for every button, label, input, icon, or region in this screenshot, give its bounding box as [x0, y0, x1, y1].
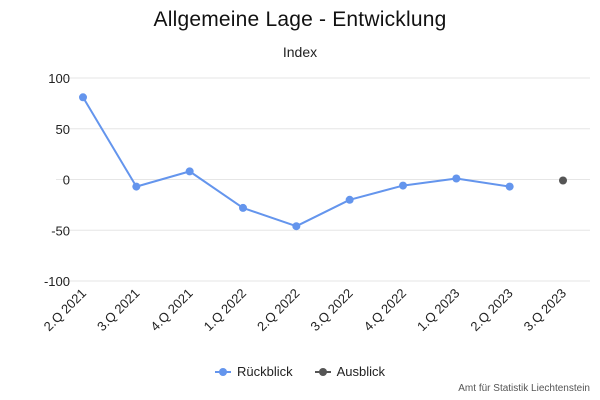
legend-item-ausblick[interactable]: Ausblick [314, 364, 386, 379]
data-point[interactable] [239, 203, 247, 212]
x-tick-label: 2.Q 2023 [467, 286, 515, 334]
legend: Rückblick Ausblick [0, 364, 600, 379]
grid-lines [56, 77, 590, 282]
data-point[interactable] [559, 176, 567, 185]
y-axis-ticks: 100 50 0 -50 -100 [44, 71, 70, 289]
legend-swatch-rueckblick [214, 367, 231, 377]
y-tick-label: -50 [51, 223, 70, 238]
legend-label-ausblick: Ausblick [336, 364, 386, 379]
credits[interactable]: Amt für Statistik Liechtenstein [458, 383, 590, 394]
data-point[interactable] [132, 182, 141, 191]
chart-title: Allgemeine Lage - Entwicklung [153, 8, 447, 31]
x-tick-label: 3.Q 2022 [307, 286, 355, 334]
x-tick-label: 3.Q 2021 [94, 286, 142, 334]
x-tick-label: 2.Q 2022 [254, 286, 302, 334]
y-tick-label: 0 [63, 173, 70, 188]
legend-label-rueckblick: Rückblick [236, 364, 293, 379]
chart-subtitle: Index [282, 44, 318, 60]
x-tick-label: 1.Q 2023 [414, 286, 462, 334]
y-tick-label: 50 [56, 122, 70, 137]
data-point[interactable] [292, 222, 301, 231]
y-tick-label: -100 [44, 274, 70, 289]
data-point[interactable] [79, 93, 87, 102]
x-axis-ticks: 2.Q 2021 3.Q 2021 4.Q 2021 1.Q 2022 2.Q 2022… [41, 286, 569, 334]
data-point[interactable] [399, 181, 407, 190]
data-point[interactable] [185, 167, 194, 176]
y-tick-label: 100 [48, 71, 70, 86]
data-point[interactable] [505, 182, 514, 191]
data-point[interactable] [452, 174, 461, 183]
series-line-0 [82, 96, 510, 228]
legend-swatch-ausblick [314, 367, 331, 377]
x-tick-label: 3.Q 2023 [521, 286, 569, 334]
x-tick-label: 1.Q 2022 [201, 286, 249, 334]
series-layer [79, 93, 567, 231]
legend-item-rueckblick[interactable]: Rückblick [214, 364, 293, 379]
x-tick-label: 2.Q 2021 [41, 286, 89, 334]
x-tick-label: 4.Q 2021 [147, 286, 195, 334]
x-tick-label: 4.Q 2022 [361, 286, 409, 334]
data-point[interactable] [345, 195, 354, 204]
